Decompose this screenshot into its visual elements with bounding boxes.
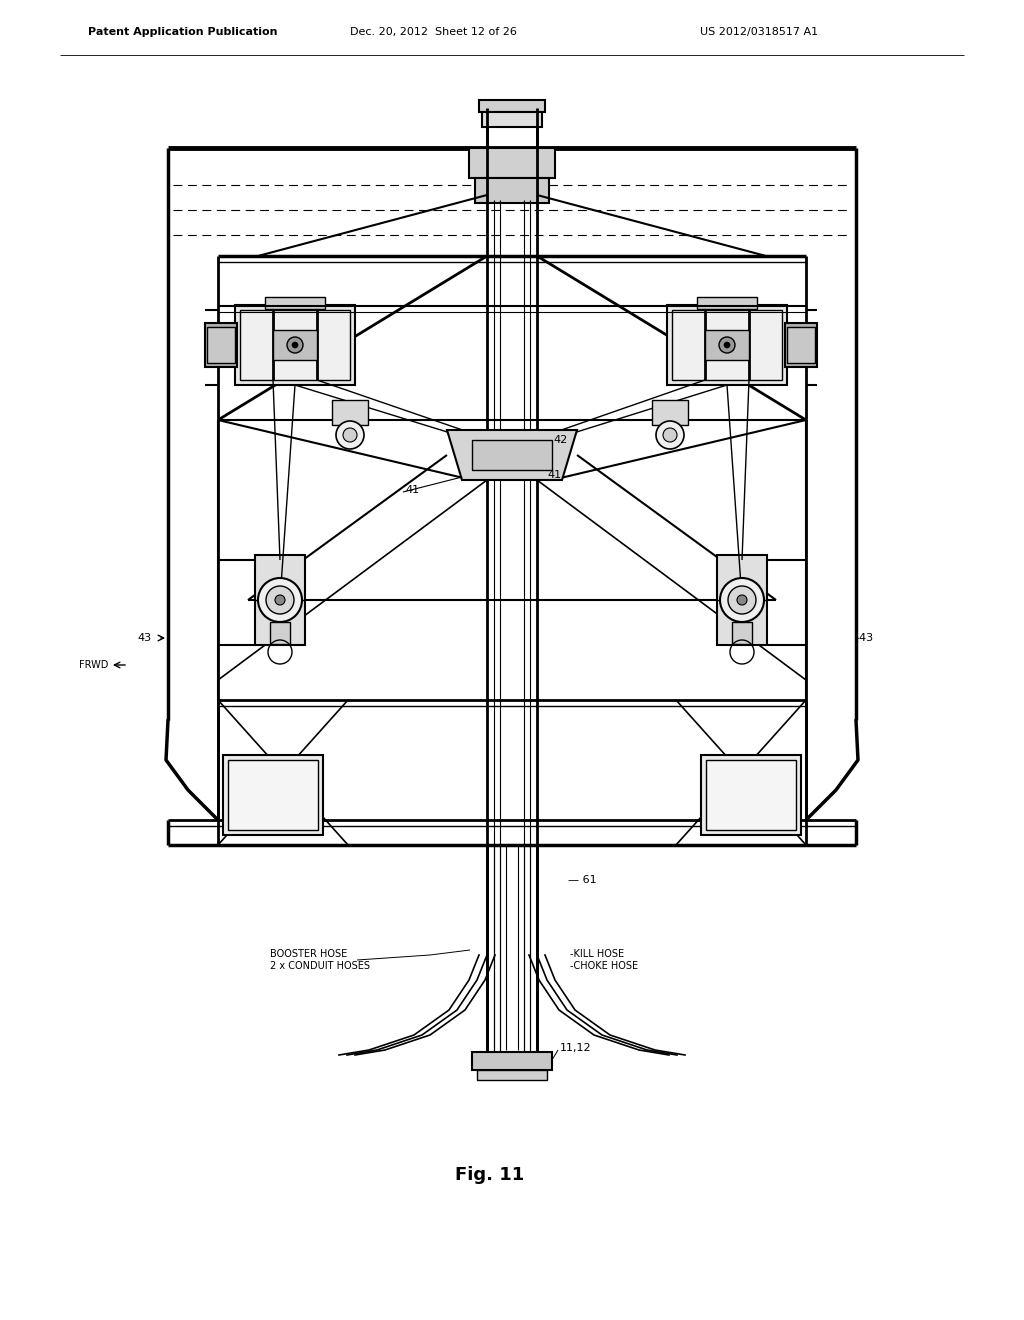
- Bar: [697, 297, 757, 309]
- Circle shape: [275, 595, 285, 605]
- Text: US 2012/0318517 A1: US 2012/0318517 A1: [700, 26, 818, 37]
- Text: 11,12: 11,12: [560, 1043, 592, 1053]
- Bar: [475, 178, 549, 203]
- Polygon shape: [447, 430, 577, 480]
- Bar: [234, 305, 355, 385]
- Bar: [472, 1052, 552, 1071]
- Bar: [705, 330, 749, 360]
- Text: -KILL HOSE
-CHOKE HOSE: -KILL HOSE -CHOKE HOSE: [570, 949, 638, 970]
- Circle shape: [292, 342, 298, 348]
- Bar: [482, 112, 542, 127]
- Bar: [717, 554, 767, 645]
- Bar: [787, 327, 815, 363]
- Bar: [479, 100, 545, 112]
- Bar: [652, 400, 688, 425]
- Circle shape: [663, 428, 677, 442]
- Text: Patent Application Publication: Patent Application Publication: [88, 26, 278, 37]
- Circle shape: [719, 337, 735, 352]
- Bar: [255, 554, 305, 645]
- Text: 42: 42: [553, 436, 567, 445]
- Bar: [667, 305, 787, 385]
- Bar: [223, 755, 323, 836]
- Text: 41: 41: [406, 484, 419, 495]
- Text: BOOSTER HOSE
2 x CONDUIT HOSES: BOOSTER HOSE 2 x CONDUIT HOSES: [270, 949, 370, 970]
- Text: 43: 43: [138, 634, 152, 643]
- Circle shape: [737, 595, 746, 605]
- Bar: [273, 330, 317, 360]
- Circle shape: [287, 337, 303, 352]
- Bar: [477, 1071, 547, 1080]
- Bar: [732, 622, 752, 644]
- Bar: [706, 760, 796, 830]
- Circle shape: [266, 586, 294, 614]
- Circle shape: [336, 421, 364, 449]
- Circle shape: [720, 578, 764, 622]
- Bar: [332, 400, 368, 425]
- Circle shape: [258, 578, 302, 622]
- Circle shape: [724, 342, 730, 348]
- Circle shape: [343, 428, 357, 442]
- Bar: [228, 760, 318, 830]
- Circle shape: [656, 421, 684, 449]
- Bar: [701, 755, 801, 836]
- Bar: [672, 310, 782, 380]
- Circle shape: [728, 586, 756, 614]
- Text: — 61: — 61: [568, 875, 597, 884]
- Bar: [240, 310, 350, 380]
- Bar: [205, 323, 237, 367]
- Bar: [270, 622, 290, 644]
- Text: Dec. 20, 2012  Sheet 12 of 26: Dec. 20, 2012 Sheet 12 of 26: [350, 26, 517, 37]
- Bar: [469, 148, 555, 178]
- Text: 41: 41: [547, 470, 561, 480]
- Bar: [265, 297, 325, 309]
- Bar: [207, 327, 234, 363]
- Bar: [785, 323, 817, 367]
- Text: Fig. 11: Fig. 11: [455, 1166, 524, 1184]
- Text: FRWD: FRWD: [79, 660, 108, 671]
- Text: -43: -43: [855, 634, 873, 643]
- Bar: [472, 440, 552, 470]
